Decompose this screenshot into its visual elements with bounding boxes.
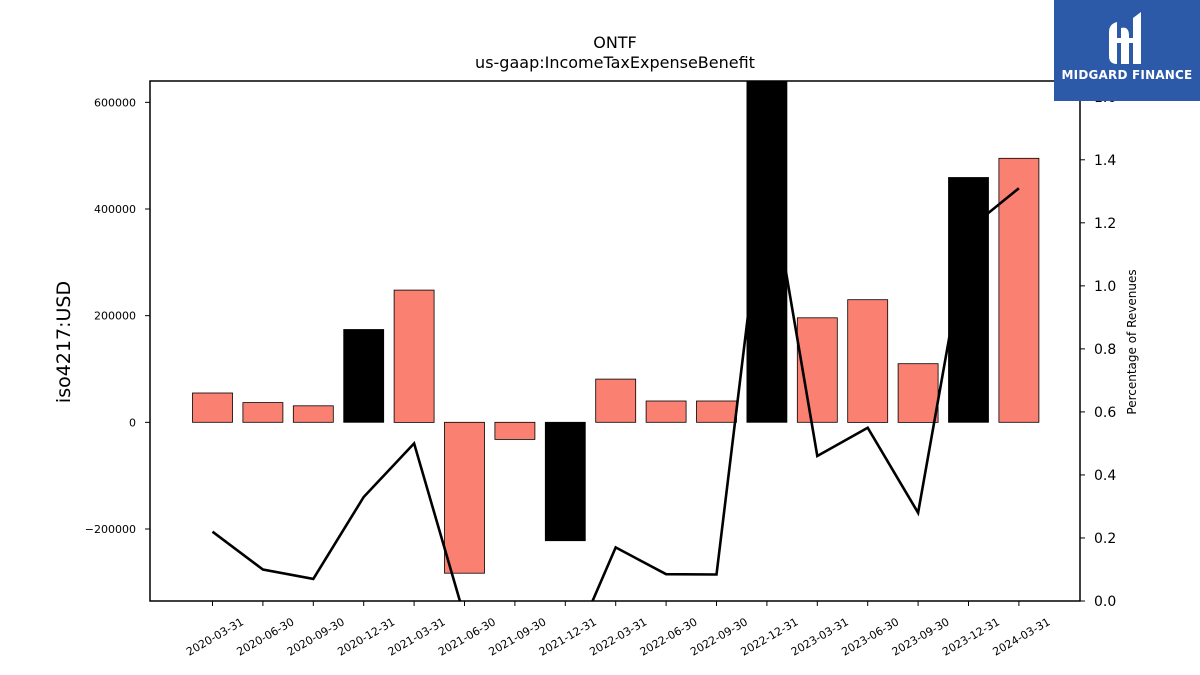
chart-title: ONTF	[593, 33, 637, 52]
y-tick-label: −200000	[85, 523, 136, 536]
y2-tick-label: 1.0	[1094, 279, 1116, 295]
bar-2022-03-31	[595, 378, 637, 423]
y-tick-label: 200000	[94, 310, 136, 323]
midgard-logo-icon	[1109, 12, 1141, 65]
y2-tick-label: 0.6	[1094, 405, 1116, 421]
brand-name: MIDGARD FINANCE	[1061, 68, 1193, 82]
y2-tick-label: 0.2	[1094, 531, 1116, 547]
y2-tick-label: 0.4	[1094, 468, 1116, 484]
y2-tick-label: 1.2	[1094, 216, 1116, 232]
y2-tick-label: 1.4	[1094, 153, 1116, 169]
bar-2020-03-31	[192, 392, 233, 423]
revenue-percentage-line	[211, 159, 1020, 601]
y-tick-label: 600000	[94, 96, 136, 109]
bar-2020-09-30	[292, 405, 334, 423]
bar-2021-09-30	[494, 421, 536, 440]
y-tick-label: 0	[129, 416, 136, 429]
bar-2022-06-30	[645, 400, 687, 423]
line-group	[211, 159, 1020, 601]
bars-group	[192, 81, 1040, 574]
bar-2023-12-31	[948, 177, 989, 423]
x-axis: 2020-03-312020-06-302020-09-302020-12-31…	[184, 601, 1052, 659]
x-tick-label: 2024-03-31	[991, 615, 1053, 658]
y-tick-label: 400000	[94, 203, 136, 216]
brand-logo: MIDGARD FINANCE	[1054, 0, 1200, 101]
bar-2021-06-30	[444, 421, 485, 574]
y2-axis: 0.00.20.40.60.81.01.21.41.6	[1080, 90, 1116, 610]
bar-2023-06-30	[847, 299, 889, 423]
y2-axis-label: Percentage of Revenues	[1125, 269, 1139, 414]
plot-frame	[149, 80, 1081, 602]
y2-tick-label: 0.8	[1094, 342, 1116, 358]
y2-tick-label: 0.0	[1094, 594, 1116, 610]
bar-2020-06-30	[242, 402, 284, 423]
y-axis-label: iso4217:USD	[53, 281, 75, 403]
bar-2022-09-30	[696, 400, 737, 423]
bar-2020-12-31	[343, 329, 385, 423]
bar-2021-03-31	[393, 289, 435, 423]
bar-2021-12-31	[544, 421, 586, 542]
chart-subtitle: us-gaap:IncomeTaxExpenseBenefit	[475, 53, 755, 72]
y-axis: −200000 0 200000 400000 600000	[85, 96, 150, 536]
bar-2023-09-30	[897, 363, 939, 423]
bar-2022-12-31	[746, 81, 788, 423]
bar-2024-03-31	[998, 157, 1040, 423]
